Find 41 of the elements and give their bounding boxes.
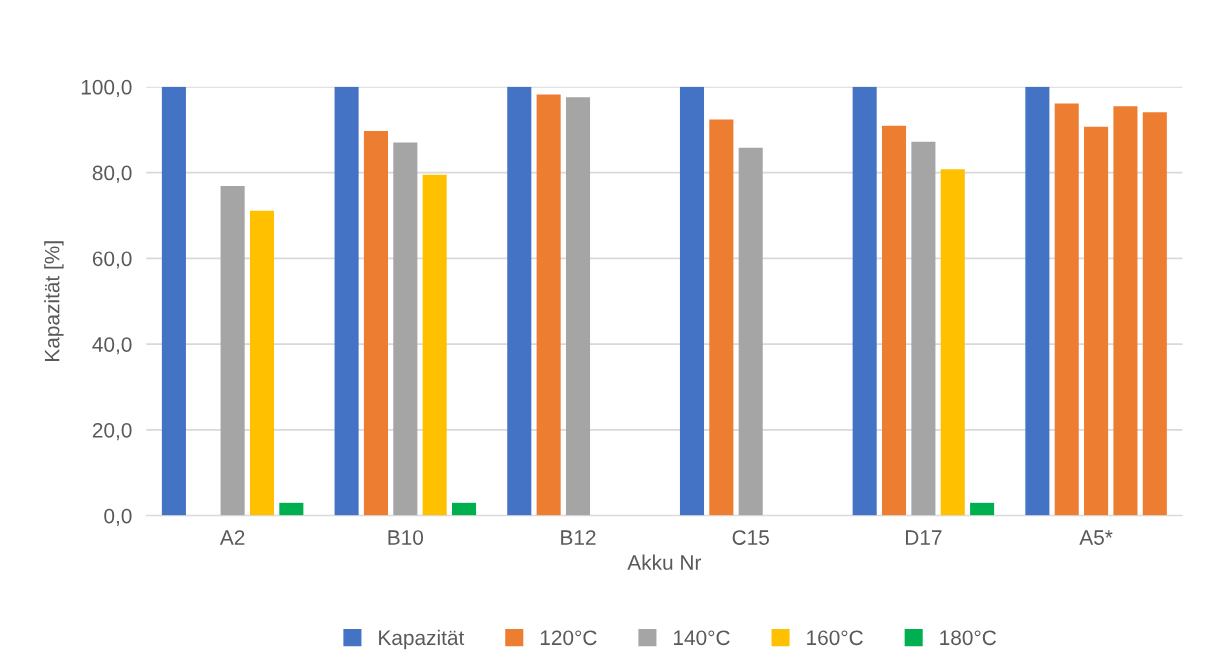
x-axis-title: Akku Nr: [627, 554, 702, 570]
legend-label: 160°C: [807, 630, 863, 646]
y-tick-label: 100,0: [81, 79, 132, 98]
bar: [1025, 86, 1050, 516]
bar: [565, 97, 591, 516]
bar: [709, 119, 734, 516]
x-tick-label: B10: [388, 530, 424, 545]
bar: [1054, 103, 1079, 516]
bar: [882, 125, 907, 516]
x-tick-label: C15: [732, 530, 769, 545]
bar: [249, 210, 275, 516]
bar: [940, 169, 965, 516]
bar: [452, 502, 477, 516]
bar: [334, 86, 359, 516]
y-tick-label: 60,0: [92, 251, 132, 269]
bar: [970, 502, 995, 516]
y-tick-label: 0,0: [104, 508, 132, 526]
legend-label: 140°C: [674, 630, 730, 646]
bar: [422, 174, 447, 516]
legend-label: 180°C: [940, 630, 997, 646]
bar: [679, 86, 705, 516]
y-tick-label: 20,0: [92, 422, 132, 441]
bar: [363, 131, 388, 516]
y-tick-label: 80,0: [92, 165, 132, 183]
legend-label: Kapazität: [379, 629, 465, 650]
bar: [393, 142, 418, 516]
bar: [161, 86, 186, 516]
y-tick-label: 40,0: [92, 337, 132, 355]
bar: [536, 94, 561, 516]
x-tick-label: D17: [905, 530, 942, 545]
bar: [279, 502, 304, 516]
bar: [852, 86, 877, 516]
x-tick-label: A2: [219, 530, 245, 545]
legend-label: 120°C: [540, 630, 597, 646]
bar: [911, 141, 936, 516]
y-axis-title: Kapazität [%]: [44, 241, 64, 361]
x-tick-label: A5*: [1079, 530, 1113, 545]
bar: [738, 147, 763, 516]
x-tick-label: B12: [561, 530, 596, 545]
bar: [220, 185, 245, 516]
bar: [507, 86, 532, 516]
